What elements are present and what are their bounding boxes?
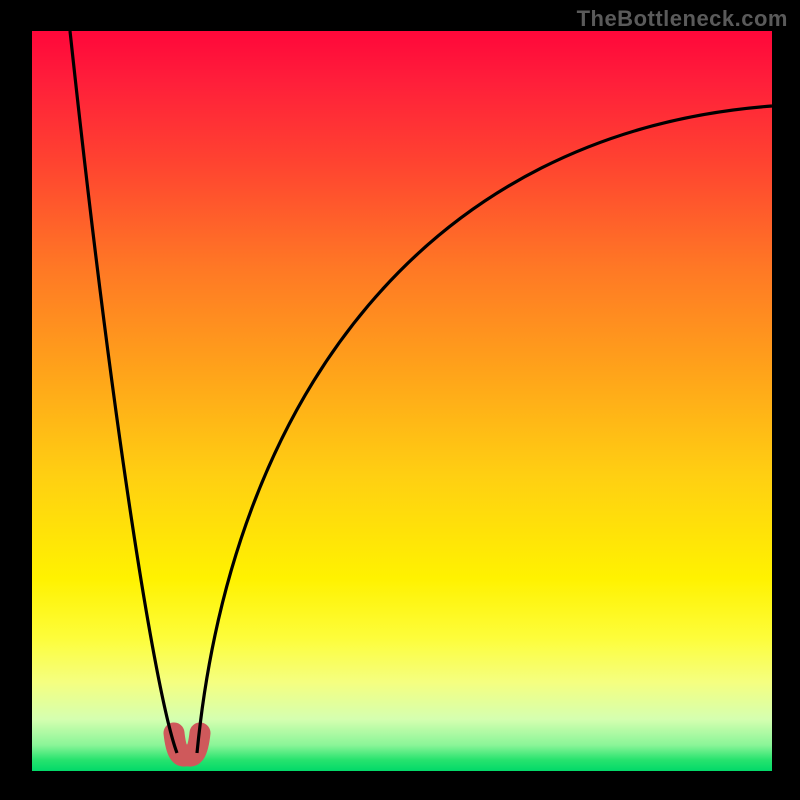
- curve-right-branch: [197, 106, 772, 753]
- watermark-text: TheBottleneck.com: [577, 6, 788, 32]
- chart-canvas: TheBottleneck.com: [0, 0, 800, 800]
- curve-layer: [32, 31, 772, 771]
- plot-area: [32, 31, 772, 771]
- curve-left-branch: [70, 31, 177, 753]
